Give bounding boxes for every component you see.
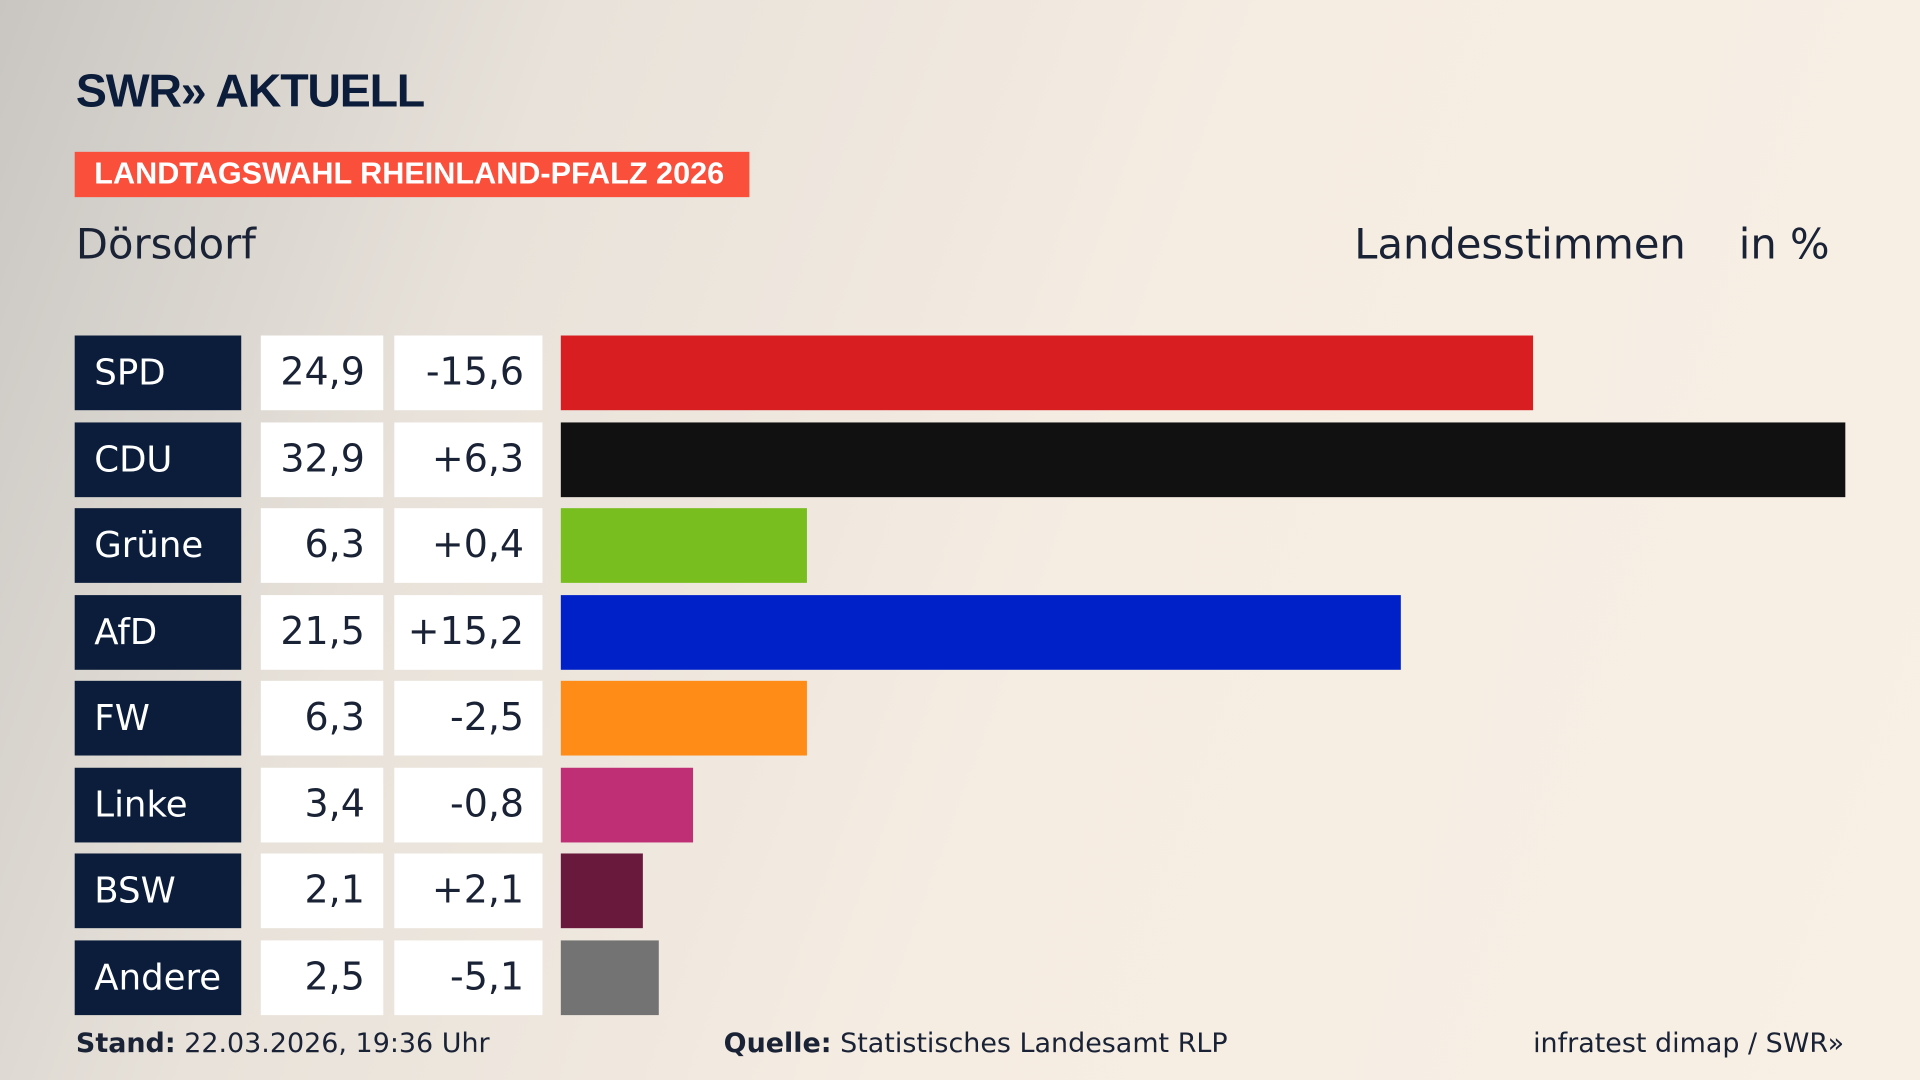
change-label: +0,4	[394, 508, 543, 583]
value-label: 6,3	[260, 680, 384, 756]
party-label: Grüne	[74, 508, 242, 583]
place-title: Dörsdorf	[75, 220, 256, 270]
party-label: Andere	[74, 939, 242, 1015]
party-label: AfD	[74, 594, 242, 670]
bar	[560, 508, 807, 583]
party-label: Linke	[74, 767, 242, 842]
source-value: Statistisches Landesamt RLP	[840, 1028, 1228, 1060]
party-label: FW	[74, 680, 242, 756]
bar	[560, 421, 1846, 497]
stand: Stand: 22.03.2026, 19:36 Uhr	[76, 1029, 490, 1060]
value-label: 6,3	[260, 508, 384, 583]
bar	[560, 939, 659, 1015]
value-label: 3,4	[260, 767, 384, 842]
change-label: -15,6	[394, 335, 543, 411]
vote-type-header: Landesstimmen	[1354, 220, 1686, 270]
stand-label: Stand:	[75, 1028, 176, 1060]
bar	[560, 853, 643, 929]
bar	[560, 335, 1533, 411]
party-label: SPD	[74, 335, 242, 411]
bar	[560, 594, 1401, 670]
value-label: 32,9	[260, 421, 384, 497]
change-label: +2,1	[394, 853, 543, 929]
unit-header: in %	[1738, 220, 1830, 270]
value-label: 21,5	[260, 594, 384, 670]
value-label: 2,5	[260, 939, 384, 1015]
election-tag: LANDTAGSWAHL RHEINLAND-PFALZ 2026	[74, 151, 750, 198]
value-label: 24,9	[260, 335, 384, 411]
value-label: 2,1	[260, 853, 384, 929]
swr-aktuell-logo: SWR» AKTUELL	[75, 66, 425, 118]
change-label: +6,3	[394, 421, 543, 497]
change-label: -2,5	[394, 680, 543, 756]
stand-value: 22.03.2026, 19:36 Uhr	[184, 1028, 490, 1060]
change-label: -0,8	[394, 767, 543, 842]
change-label: +15,2	[394, 594, 543, 670]
party-label: CDU	[74, 421, 242, 497]
bar	[560, 680, 807, 756]
change-label: -5,1	[394, 939, 543, 1015]
credit: infratest dimap / SWR»	[1533, 1028, 1845, 1060]
source: Quelle: Statistisches Landesamt RLP	[724, 1029, 1228, 1060]
source-label: Quelle:	[723, 1028, 832, 1060]
party-label: BSW	[74, 853, 242, 929]
bar	[560, 767, 694, 842]
